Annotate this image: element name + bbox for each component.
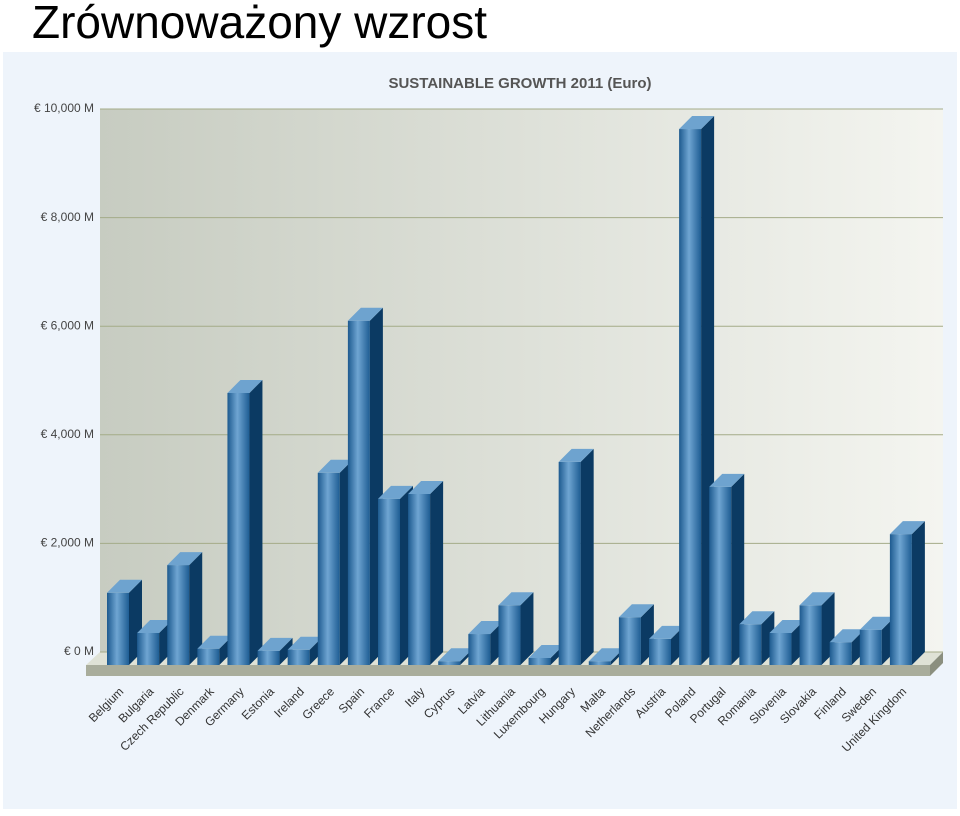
back-wall (100, 109, 943, 652)
bar-group (558, 448, 594, 665)
floor-edge (86, 665, 930, 676)
bar-top (408, 480, 444, 494)
y-tick-label: € 6,000 M (41, 318, 94, 332)
bar-top (227, 379, 263, 393)
bar-top (347, 307, 383, 321)
bar-side (249, 379, 263, 665)
bar (558, 461, 581, 665)
bar-group (227, 379, 263, 665)
bar (649, 638, 671, 665)
bar (197, 648, 220, 665)
bar (498, 605, 521, 665)
bar (107, 592, 129, 665)
bar-side (911, 521, 925, 665)
bar-group (317, 459, 353, 665)
bar-top (889, 521, 925, 535)
bar (317, 472, 340, 665)
bar (739, 624, 762, 665)
bar-top (679, 116, 715, 130)
bar (889, 534, 912, 665)
bar (709, 486, 732, 665)
bar (408, 493, 431, 665)
bar-top (588, 648, 624, 662)
y-tick-label: € 2,000 M (41, 536, 94, 550)
bar-top (137, 619, 173, 633)
bar-group (378, 485, 413, 665)
bar (167, 565, 190, 665)
bar-group (498, 592, 534, 665)
bar-group (889, 521, 925, 665)
bar-top (769, 619, 805, 633)
slide-title: Zrównoważony wzrost (32, 0, 487, 48)
bar-group (709, 473, 745, 665)
bar (347, 320, 370, 665)
y-tick-label: € 10,000 M (34, 101, 94, 115)
bar-group (167, 552, 203, 665)
bar-group (347, 307, 383, 665)
floor-side (930, 652, 943, 676)
bar-top (167, 552, 203, 566)
bar (799, 605, 822, 665)
bar-top (799, 592, 835, 606)
bar-side (520, 592, 534, 665)
bar (859, 629, 882, 665)
bar (618, 617, 641, 665)
bar-top (739, 611, 775, 625)
bar-top (649, 625, 684, 639)
bar-top (317, 459, 353, 473)
bar (378, 498, 400, 665)
bar (588, 661, 611, 665)
bar-side (189, 552, 203, 665)
bar (528, 657, 551, 665)
bar-group (257, 637, 293, 665)
bar-top (859, 616, 895, 630)
bar-top (107, 579, 142, 593)
bar-group (679, 116, 715, 665)
bar-group (107, 579, 142, 665)
bar (679, 129, 702, 665)
bar-side (430, 480, 444, 665)
bar-top (709, 473, 745, 487)
bar-top (257, 637, 293, 651)
bar (468, 634, 491, 665)
bar-top (197, 635, 233, 649)
bar-top (829, 629, 865, 643)
bar-top (558, 448, 594, 462)
bar-top (468, 621, 504, 635)
bar-top (528, 644, 564, 658)
bar-side (731, 473, 745, 665)
y-tick-label: € 0 M (64, 644, 94, 658)
bar-side (279, 637, 293, 665)
bar (257, 650, 280, 665)
bar-side (580, 448, 594, 665)
bar-top (618, 604, 654, 618)
bar (227, 392, 250, 665)
bar-top (378, 485, 413, 499)
bar-top (438, 648, 474, 662)
bar-group (739, 611, 775, 665)
bar (438, 661, 461, 665)
chart-title: SUSTAINABLE GROWTH 2011 (Euro) (388, 75, 651, 92)
bar-group (799, 592, 835, 665)
bar (287, 649, 310, 665)
y-tick-label: € 4,000 M (41, 427, 94, 441)
bar-group (408, 480, 444, 665)
bar (137, 632, 160, 665)
bar (829, 642, 852, 665)
bar-top (498, 592, 534, 606)
bar-top (287, 636, 323, 650)
bar (769, 632, 792, 665)
bar-group (618, 604, 654, 665)
y-tick-label: € 8,000 M (41, 210, 94, 224)
